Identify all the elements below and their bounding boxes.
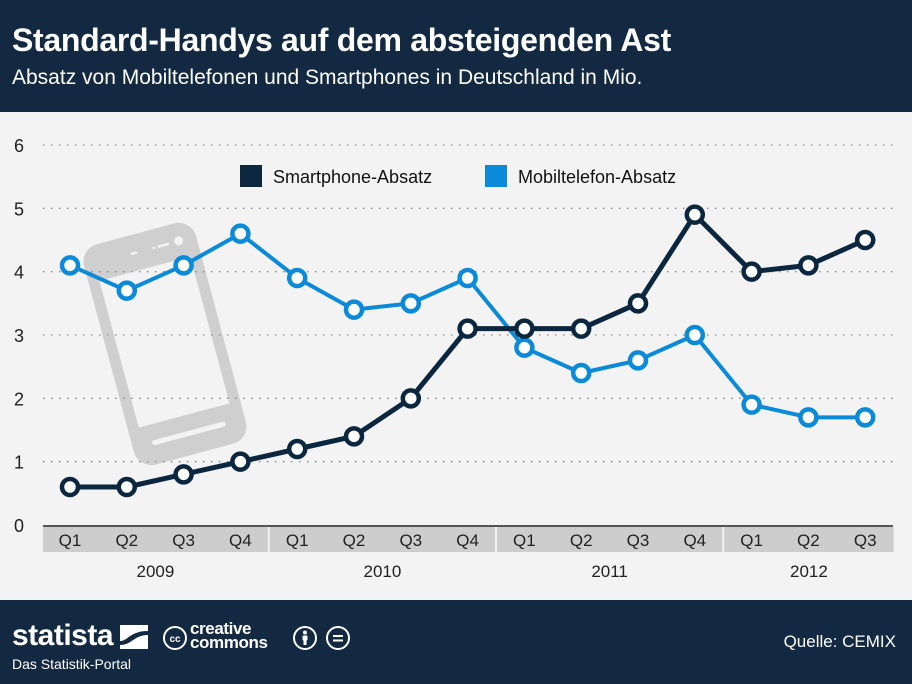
x-tick-label: Q2	[115, 531, 138, 550]
year-label: 2009	[136, 562, 174, 581]
data-point	[627, 293, 649, 314]
series-mobiltelefon	[59, 223, 876, 428]
cc-text-line2: commons	[190, 633, 268, 652]
y-tick-label: 4	[14, 263, 24, 283]
footer: statista Das Statistik-Portal cc creativ…	[0, 600, 912, 684]
cc-badge-text: cc	[169, 634, 181, 645]
cc-icon: cc	[163, 626, 187, 650]
legend-label: Mobiltelefon-Absatz	[518, 167, 676, 187]
data-point	[230, 223, 251, 244]
x-tick-label: Q3	[399, 531, 422, 550]
cc-text-line1: creative	[190, 619, 252, 638]
statista-brand: statista	[12, 619, 114, 652]
phone-illustration-icon	[83, 222, 247, 466]
y-tick-label: 2	[14, 389, 24, 409]
x-tick-label: Q1	[740, 531, 763, 550]
series-smartphone	[59, 204, 876, 498]
header: Standard-Handys auf dem absteigenden Ast…	[0, 0, 912, 112]
data-point	[59, 255, 81, 276]
year-label: 2010	[363, 562, 401, 581]
data-point	[798, 407, 819, 428]
x-tick-label: Q1	[286, 531, 309, 550]
statista-tagline: Das Statistik-Portal	[12, 656, 132, 672]
y-tick-label: 1	[14, 453, 24, 473]
x-tick-label: Q4	[456, 531, 479, 550]
year-label: 2012	[790, 562, 828, 581]
x-tick-label: Q4	[229, 531, 252, 550]
y-tick-label: 3	[14, 326, 24, 346]
x-tick-label: Q2	[343, 531, 366, 550]
data-point	[343, 299, 365, 320]
y-tick-label: 6	[14, 136, 24, 156]
year-band	[43, 527, 268, 552]
source-label: Quelle: CEMIX	[783, 632, 896, 651]
x-tick-label: Q2	[570, 531, 593, 550]
data-point	[457, 267, 478, 289]
x-tick-label: Q3	[854, 531, 877, 550]
y-tick-label: 5	[14, 199, 24, 219]
data-point	[343, 426, 365, 447]
statista-logo-icon	[120, 625, 148, 649]
data-point	[173, 255, 194, 276]
data-point	[570, 318, 592, 339]
data-point	[457, 318, 478, 339]
year-label: 2011	[591, 562, 628, 581]
data-point	[684, 204, 706, 225]
chart-title: Standard-Handys auf dem absteigenden Ast	[12, 22, 671, 58]
chart-subtitle: Absatz von Mobiltelefonen und Smartphone…	[12, 66, 643, 89]
x-tick-label: Q3	[172, 531, 195, 550]
data-point	[116, 476, 138, 498]
year-band	[724, 527, 894, 552]
data-point	[741, 261, 762, 282]
data-point	[59, 476, 81, 498]
cc-text: creative commons	[190, 619, 268, 652]
data-point	[514, 318, 535, 339]
data-point	[741, 394, 762, 415]
data-point	[286, 267, 308, 289]
data-point	[570, 362, 592, 384]
data-point	[684, 324, 706, 346]
data-point	[400, 388, 422, 409]
data-point	[230, 451, 251, 472]
x-tick-label: Q2	[797, 531, 820, 550]
attribution-icon	[293, 626, 317, 650]
legend-label: Smartphone-Absatz	[273, 167, 432, 187]
no-derivatives-icon	[326, 626, 350, 650]
legend-swatch	[240, 165, 262, 187]
data-point	[854, 407, 876, 428]
data-point	[400, 293, 422, 314]
line-chart: 0 1 2 3 4 5 6 Q1 Q2 Q3 Q4 2009 Q1 Q2 Q3 Q4 2010 Q1 Q2 Q3 Q4 2…	[14, 136, 895, 581]
year-band	[269, 527, 495, 552]
y-tick-label: 0	[14, 516, 24, 536]
data-point	[854, 229, 876, 251]
x-tick-label: Q1	[59, 531, 82, 550]
data-point	[116, 280, 138, 301]
x-tick-label: Q1	[513, 531, 536, 550]
x-tick-label: Q3	[627, 531, 650, 550]
legend-swatch	[485, 165, 507, 187]
data-point	[514, 337, 535, 358]
year-band	[497, 527, 723, 552]
x-tick-label: Q4	[683, 531, 706, 550]
data-point	[627, 350, 649, 371]
data-point	[798, 255, 819, 276]
data-point	[286, 438, 308, 460]
data-point	[173, 464, 194, 485]
